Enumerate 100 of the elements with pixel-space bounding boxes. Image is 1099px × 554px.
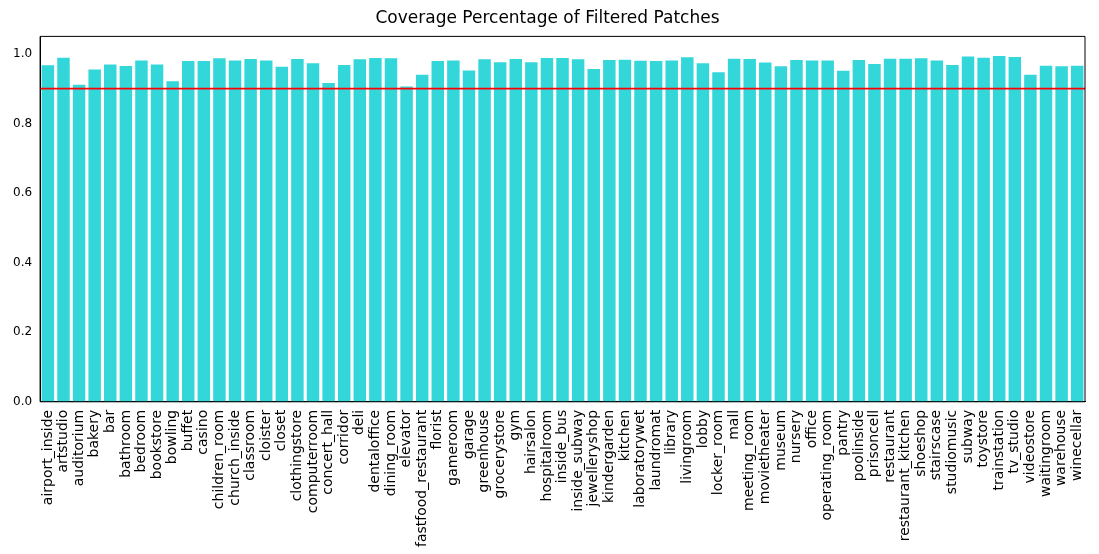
x-tick-label: children_room xyxy=(210,409,227,510)
x-tick-label: winecellar xyxy=(1067,409,1084,482)
x-tick-label: jewelleryshop xyxy=(584,409,601,508)
x-tick-label: livingroom xyxy=(677,409,694,484)
x-tick-label: auditorium xyxy=(69,409,86,487)
bar xyxy=(259,60,273,402)
x-tick-label: clothingstore xyxy=(288,409,305,502)
bar xyxy=(72,84,86,402)
x-tick-label: dining_room xyxy=(381,409,398,497)
bar xyxy=(556,57,569,402)
x-tick-label: meeting_room xyxy=(740,409,757,511)
bar xyxy=(431,61,445,402)
x-tick-label: subway xyxy=(958,409,975,464)
x-tick-label: locker_room xyxy=(709,409,726,496)
x-tick-label: classroom xyxy=(241,409,258,481)
bar xyxy=(415,74,429,402)
x-tick-label: movietheater xyxy=(755,409,772,505)
x-tick-label: nursery xyxy=(787,409,804,464)
bar xyxy=(618,59,632,402)
x-tick-label: hairsalon xyxy=(521,409,538,475)
x-tick-label: artstudio xyxy=(54,409,71,473)
bar xyxy=(509,59,522,402)
x-tick-label: trainstation xyxy=(989,409,1006,491)
x-tick-label: greenhouse xyxy=(475,409,492,493)
x-tick-label: videostore xyxy=(1021,409,1038,484)
bar xyxy=(681,57,694,402)
x-tick-label: concert_hall xyxy=(319,409,336,495)
x-tick-label: kitchen xyxy=(615,409,632,462)
bar xyxy=(727,58,741,402)
y-tick-label: 0.0 xyxy=(12,393,33,408)
x-tick-label: airport_inside xyxy=(38,409,55,506)
bar xyxy=(837,70,850,402)
x-tick-label: florist xyxy=(428,409,445,450)
x-tick-label: church_inside xyxy=(225,409,242,506)
bar xyxy=(759,62,772,402)
bar xyxy=(868,63,881,402)
bar xyxy=(447,60,460,402)
bar xyxy=(182,61,195,402)
x-tick-label: bakery xyxy=(85,409,102,458)
bar xyxy=(790,60,803,402)
x-tick-label: tv_studio xyxy=(1005,409,1022,474)
x-tick-label: office xyxy=(802,409,819,449)
bar xyxy=(166,81,179,402)
bar xyxy=(478,59,491,402)
x-tick-label: bowling xyxy=(163,409,180,465)
x-tick-label: stairscase xyxy=(927,409,944,481)
bar xyxy=(337,64,351,402)
bar xyxy=(852,60,866,402)
x-tick-label: gameroom xyxy=(444,409,461,486)
bar xyxy=(291,59,304,402)
x-tick-label: casino xyxy=(194,409,211,455)
y-tick-label: 0.6 xyxy=(12,185,33,200)
bar xyxy=(1070,65,1084,402)
x-tick-label: corridor xyxy=(334,409,351,465)
bar xyxy=(228,60,242,402)
bar xyxy=(525,62,538,402)
chart-title: Coverage Percentage of Filtered Patches xyxy=(375,6,720,27)
x-tick-label: bedroom xyxy=(132,409,149,473)
x-tick-label: museum xyxy=(771,409,788,471)
x-tick-label: bathroom xyxy=(116,409,133,478)
bar xyxy=(119,65,133,402)
bar xyxy=(462,70,476,402)
bar xyxy=(587,69,600,402)
bar xyxy=(384,58,398,402)
x-tick-label: mall xyxy=(724,409,741,440)
x-tick-label: restaurant xyxy=(880,409,897,483)
bar xyxy=(197,61,211,402)
bar xyxy=(571,59,585,402)
bar xyxy=(306,63,320,402)
x-tick-label: laboratorywet xyxy=(631,409,648,508)
bar xyxy=(540,57,554,402)
bar xyxy=(369,57,382,402)
x-tick-label: computerroom xyxy=(303,409,320,514)
bar xyxy=(1039,65,1053,402)
x-tick-label: grocerystore xyxy=(490,409,507,499)
bar xyxy=(696,63,710,402)
y-tick-label: 1.0 xyxy=(12,45,33,60)
x-tick-label: poolinside xyxy=(849,409,866,482)
x-tick-label: elevator xyxy=(397,409,414,468)
bar xyxy=(213,58,226,402)
bar xyxy=(743,59,756,402)
bar xyxy=(1008,56,1022,402)
bar xyxy=(353,59,367,402)
bar xyxy=(774,66,788,402)
x-tick-label: deli xyxy=(350,409,367,436)
bar xyxy=(493,62,507,402)
bar xyxy=(946,64,959,402)
x-tick-label: prisoncell xyxy=(865,409,882,478)
bar xyxy=(603,60,616,402)
bar xyxy=(135,60,148,402)
x-tick-label: pantry xyxy=(833,409,850,456)
x-tick-label: closet xyxy=(272,409,289,452)
y-tick-label: 0.2 xyxy=(12,324,33,339)
x-tick-label: buffet xyxy=(178,409,195,452)
x-tick-label: gym xyxy=(506,409,523,441)
bar xyxy=(322,83,335,402)
bar xyxy=(665,60,678,402)
x-tick-label: studiomusic xyxy=(943,409,960,495)
bar xyxy=(1055,66,1068,402)
x-tick-label: restaurant_kitchen xyxy=(896,409,913,542)
